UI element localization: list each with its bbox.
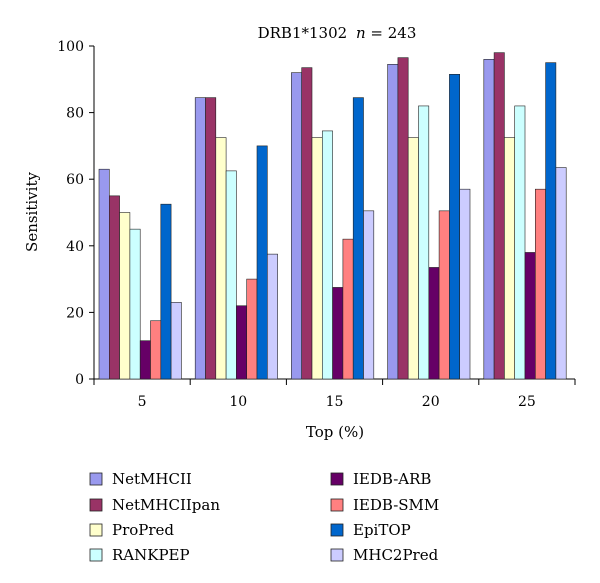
bar-rankpep-10 bbox=[225, 170, 237, 380]
y-tick-label: 80 bbox=[66, 106, 84, 122]
bar-mhc2pred-20 bbox=[459, 188, 471, 380]
bar-iedb-smm-10 bbox=[246, 278, 258, 380]
bar-mhc2pred-5 bbox=[170, 302, 182, 380]
x-axis-ticks: 5 10 15 20 25 bbox=[93, 379, 576, 410]
legend-swatch-netmhciipan bbox=[89, 498, 103, 512]
bar-epitop-25 bbox=[545, 62, 557, 380]
bar-netmhciipan-20 bbox=[397, 57, 409, 380]
bar-propred-15 bbox=[311, 137, 323, 380]
bar-netmhcii-25 bbox=[483, 59, 495, 380]
y-tick-label: 100 bbox=[57, 39, 84, 55]
legend-label-epitop: EpiTOP bbox=[353, 521, 411, 539]
bar-epitop-20 bbox=[449, 74, 460, 380]
bar-rankpep-5 bbox=[129, 228, 141, 380]
legend-swatch-iedb-smm bbox=[330, 498, 344, 512]
legend-label-netmhcii: NetMHCII bbox=[112, 470, 192, 488]
bar-rankpep-20 bbox=[418, 105, 430, 380]
bar-iedb-smm-25 bbox=[534, 188, 546, 380]
bar-propred-20 bbox=[407, 137, 419, 380]
chart-title-count: = 243 bbox=[370, 24, 416, 42]
bar-iedb-arb-25 bbox=[524, 252, 536, 380]
y-axis-label: Sensitivity bbox=[23, 172, 41, 252]
x-tick-label: 15 bbox=[326, 394, 344, 410]
x-axis-label: Top (%) bbox=[306, 423, 364, 441]
bars bbox=[98, 52, 567, 380]
legend-label-rankpep: RANKPEP bbox=[112, 546, 190, 564]
legend-swatch-netmhcii bbox=[89, 472, 103, 486]
x-tick-label: 10 bbox=[229, 394, 247, 410]
bar-epitop-15 bbox=[352, 97, 364, 380]
chart-title-main: DRB1*1302 bbox=[258, 24, 348, 42]
legend-label-iedb-arb: IEDB-ARB bbox=[353, 470, 431, 488]
bar-mhc2pred-25 bbox=[555, 167, 567, 380]
bar-propred-25 bbox=[504, 137, 515, 380]
bar-netmhciipan-10 bbox=[205, 97, 217, 380]
y-tick-label: 20 bbox=[66, 305, 84, 321]
bar-propred-10 bbox=[215, 137, 227, 380]
bar-netmhcii-15 bbox=[291, 72, 302, 380]
bar-epitop-5 bbox=[160, 203, 172, 380]
y-tick-label: 60 bbox=[66, 172, 84, 188]
legend-swatch-iedb-arb bbox=[330, 472, 344, 486]
legend-swatch-propred bbox=[89, 523, 103, 537]
chart-title: DRB1*1302 n = 243 bbox=[258, 24, 417, 42]
bar-iedb-arb-5 bbox=[139, 340, 151, 380]
bar-mhc2pred-10 bbox=[266, 253, 278, 380]
bar-netmhciipan-15 bbox=[301, 67, 313, 380]
bar-rankpep-25 bbox=[514, 105, 526, 380]
legend-label-iedb-smm: IEDB-SMM bbox=[353, 496, 439, 514]
legend-swatch-mhc2pred bbox=[330, 548, 344, 562]
legend: NetMHCII NetMHCIIpan ProPred RANKPEP IEDB-AR… bbox=[89, 470, 439, 564]
x-tick-label: 5 bbox=[138, 394, 147, 410]
y-axis-ticks: 0 20 40 60 80 100 bbox=[57, 39, 94, 388]
bar-iedb-smm-20 bbox=[438, 210, 450, 380]
plot-area: 0 20 40 60 80 100 5 10 15 20 25 bbox=[57, 39, 576, 410]
bar-iedb-arb-20 bbox=[428, 267, 440, 380]
bar-mhc2pred-15 bbox=[363, 210, 375, 380]
bar-netmhcii-10 bbox=[194, 97, 206, 380]
chart-title-n: n bbox=[356, 24, 366, 42]
bar-rankpep-15 bbox=[321, 130, 333, 380]
bar-netmhciipan-5 bbox=[109, 195, 120, 380]
legend-label-netmhciipan: NetMHCIIpan bbox=[112, 496, 220, 514]
legend-swatch-epitop bbox=[330, 523, 344, 537]
y-tick-label: 40 bbox=[66, 239, 84, 255]
bar-epitop-10 bbox=[256, 145, 268, 380]
bar-netmhciipan-25 bbox=[493, 52, 505, 380]
x-tick-label: 20 bbox=[422, 394, 440, 410]
bar-iedb-arb-15 bbox=[332, 287, 344, 380]
legend-label-propred: ProPred bbox=[112, 521, 174, 539]
bar-iedb-arb-10 bbox=[236, 305, 247, 380]
bar-iedb-smm-5 bbox=[150, 320, 162, 380]
x-tick-label: 25 bbox=[518, 394, 536, 410]
bar-propred-5 bbox=[119, 212, 131, 380]
bar-netmhcii-20 bbox=[387, 64, 399, 380]
legend-swatch-rankpep bbox=[89, 548, 103, 562]
bar-iedb-smm-15 bbox=[342, 238, 354, 380]
bar-netmhcii-5 bbox=[98, 168, 110, 380]
y-tick-label: 0 bbox=[75, 372, 84, 388]
legend-label-mhc2pred: MHC2Pred bbox=[353, 546, 439, 564]
